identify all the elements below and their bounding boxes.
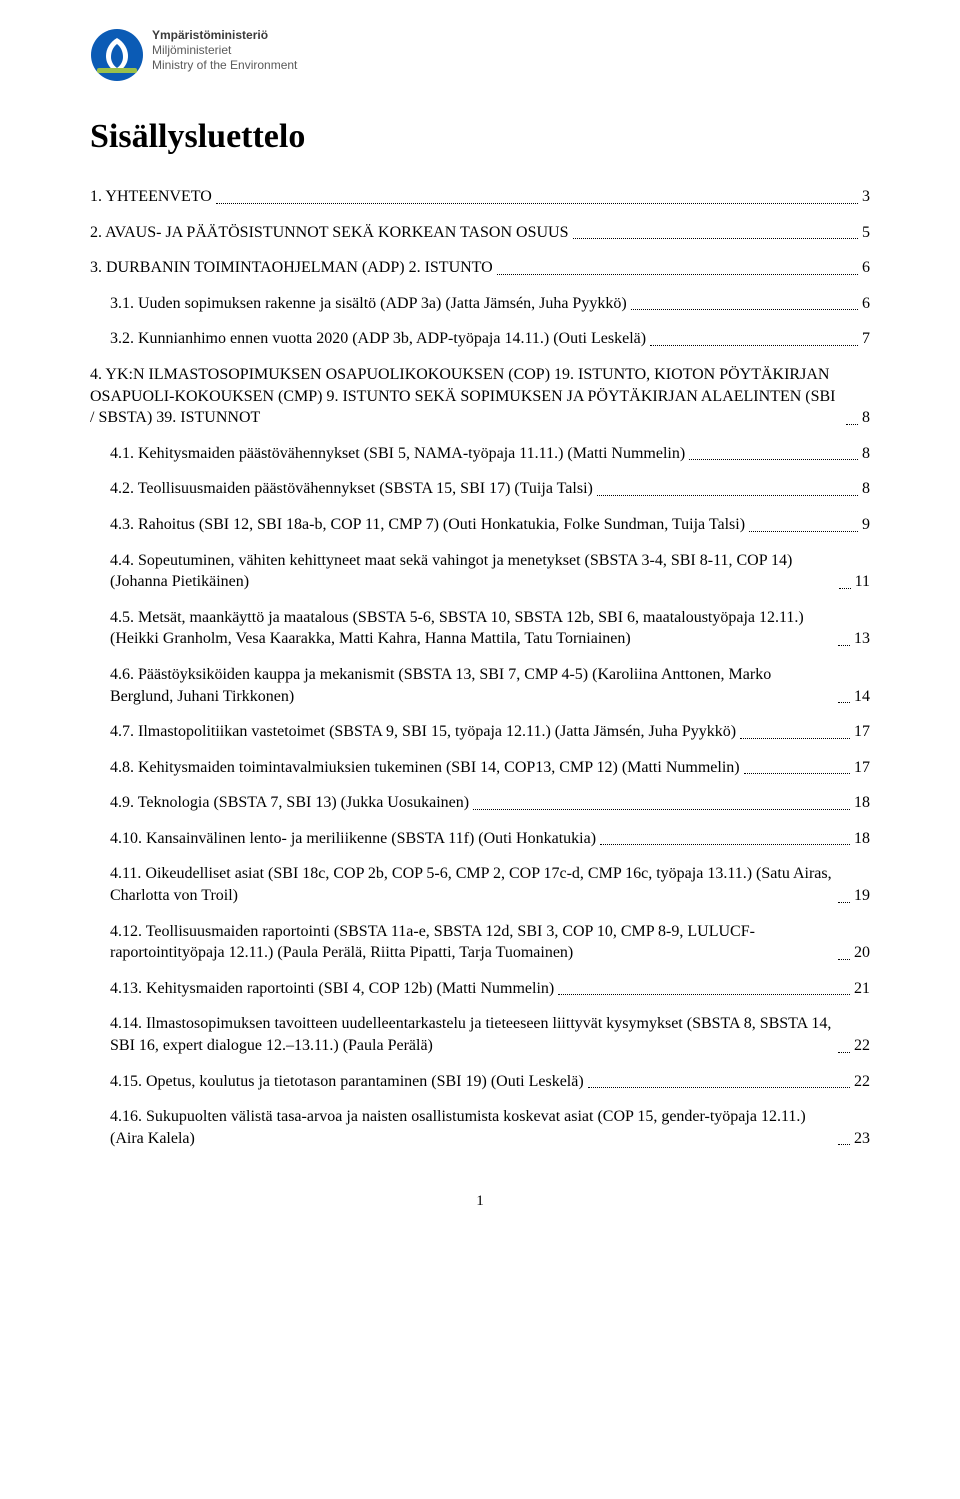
toc-entry[interactable]: 4.13. Kehitysmaiden raportointi (SBI 4, … [110,978,870,1000]
toc-entry-label: 4.16. Sukupuolten välistä tasa-arvoa ja … [110,1106,834,1149]
toc-entry-page: 22 [854,1035,870,1057]
toc-entry-label: 1. YHTEENVETO [90,186,212,208]
toc-entry[interactable]: 3.2. Kunnianhimo ennen vuotta 2020 (ADP … [110,328,870,350]
toc-entry-page: 6 [862,257,870,279]
toc-entry[interactable]: 4. YK:N ILMASTOSOPIMUKSEN OSAPUOLIKOKOUK… [90,364,870,429]
document-title: Sisällysluettelo [90,118,870,156]
toc-entry[interactable]: 3.1. Uuden sopimuksen rakenne ja sisältö… [110,293,870,315]
toc-leader-dots [631,309,858,310]
toc-leader-dots [846,424,858,425]
table-of-contents: 1. YHTEENVETO 3 2. AVAUS- JA PÄÄTÖSISTUNN… [90,186,870,1149]
toc-leader-dots [838,959,850,960]
toc-leader-dots [558,994,850,995]
ministry-logo-block: Ympäristöministeriö Miljöministeriet Min… [90,28,870,82]
toc-leader-dots [838,702,850,703]
toc-leader-dots [744,773,850,774]
toc-entry-page: 6 [862,293,870,315]
toc-entry-label: 4.2. Teollisuusmaiden päästövähennykset … [110,478,593,500]
toc-entry-label: 4.8. Kehitysmaiden toimintavalmiuksien t… [110,757,740,779]
toc-entry-page: 17 [854,757,870,779]
toc-leader-dots [689,459,858,460]
toc-entry[interactable]: 4.4. Sopeutuminen, vähiten kehittyneet m… [110,550,870,593]
toc-entry[interactable]: 4.1. Kehitysmaiden päästövähennykset (SB… [110,443,870,465]
toc-leader-dots [597,495,858,496]
toc-entry-label: 4.1. Kehitysmaiden päästövähennykset (SB… [110,443,685,465]
toc-entry[interactable]: 4.14. Ilmastosopimuksen tavoitteen uudel… [110,1013,870,1056]
toc-entry[interactable]: 4.3. Rahoitus (SBI 12, SBI 18a-b, COP 11… [110,514,870,536]
document-page: Ympäristöministeriö Miljöministeriet Min… [0,0,960,1250]
toc-entry-label: 4.12. Teollisuusmaiden raportointi (SBST… [110,921,834,964]
toc-leader-dots [749,531,858,532]
toc-entry-label: 3.2. Kunnianhimo ennen vuotta 2020 (ADP … [110,328,646,350]
ministry-name-fi: Ympäristöministeriö [152,28,297,43]
ministry-name-en: Ministry of the Environment [152,58,297,73]
toc-leader-dots [740,738,850,739]
toc-entry-page: 13 [854,628,870,650]
toc-leader-dots [838,1144,850,1145]
toc-entry-page: 14 [854,686,870,708]
page-number: 1 [90,1193,870,1210]
toc-leader-dots [588,1087,850,1088]
toc-entry-page: 5 [862,222,870,244]
toc-entry-page: 7 [862,328,870,350]
toc-entry[interactable]: 3. DURBANIN TOIMINTAOHJELMAN (ADP) 2. IS… [90,257,870,279]
toc-leader-dots [216,203,858,204]
toc-leader-dots [839,588,851,589]
toc-leader-dots [473,809,850,810]
toc-leader-dots [838,902,850,903]
toc-entry-label: 4.13. Kehitysmaiden raportointi (SBI 4, … [110,978,554,1000]
toc-entry-page: 18 [854,792,870,814]
ministry-name-sv: Miljöministeriet [152,43,297,58]
toc-entry[interactable]: 4.10. Kansainvälinen lento- ja meriliike… [110,828,870,850]
toc-entry-label: 4.14. Ilmastosopimuksen tavoitteen uudel… [110,1013,834,1056]
toc-entry-page: 23 [854,1128,870,1150]
toc-entry[interactable]: 2. AVAUS- JA PÄÄTÖSISTUNNOT SEKÄ KORKEAN… [90,222,870,244]
toc-entry-page: 21 [854,978,870,1000]
toc-entry[interactable]: 4.5. Metsät, maankäyttö ja maatalous (SB… [110,607,870,650]
toc-leader-dots [838,1052,850,1053]
toc-entry[interactable]: 4.2. Teollisuusmaiden päästövähennykset … [110,478,870,500]
toc-entry-label: 4.7. Ilmastopolitiikan vastetoimet (SBST… [110,721,736,743]
toc-entry-page: 9 [862,514,870,536]
toc-entry-page: 8 [862,407,870,429]
toc-entry[interactable]: 4.11. Oikeudelliset asiat (SBI 18c, COP … [110,863,870,906]
toc-entry[interactable]: 4.15. Opetus, koulutus ja tietotason par… [110,1071,870,1093]
toc-entry[interactable]: 4.9. Teknologia (SBSTA 7, SBI 13) (Jukka… [110,792,870,814]
toc-leader-dots [600,844,850,845]
toc-entry-label: 4.4. Sopeutuminen, vähiten kehittyneet m… [110,550,835,593]
toc-entry[interactable]: 4.6. Päästöyksiköiden kauppa ja mekanism… [110,664,870,707]
toc-entry-label: 4.10. Kansainvälinen lento- ja meriliike… [110,828,596,850]
toc-entry-label: 4.15. Opetus, koulutus ja tietotason par… [110,1071,584,1093]
toc-entry-label: 4.3. Rahoitus (SBI 12, SBI 18a-b, COP 11… [110,514,745,536]
toc-leader-dots [497,274,858,275]
toc-entry-page: 11 [855,571,870,593]
ministry-logo-text: Ympäristöministeriö Miljöministeriet Min… [152,28,297,73]
toc-entry-page: 3 [862,186,870,208]
toc-entry-label: 4.9. Teknologia (SBSTA 7, SBI 13) (Jukka… [110,792,469,814]
toc-leader-dots [573,238,859,239]
toc-entry-page: 18 [854,828,870,850]
toc-entry-page: 22 [854,1071,870,1093]
toc-entry-page: 8 [862,443,870,465]
toc-entry-label: 3.1. Uuden sopimuksen rakenne ja sisältö… [110,293,627,315]
toc-entry[interactable]: 4.16. Sukupuolten välistä tasa-arvoa ja … [110,1106,870,1149]
toc-entry-label: 4. YK:N ILMASTOSOPIMUKSEN OSAPUOLIKOKOUK… [90,364,842,429]
ministry-emblem-icon [90,28,144,82]
toc-entry-label: 4.11. Oikeudelliset asiat (SBI 18c, COP … [110,863,834,906]
toc-entry-page: 17 [854,721,870,743]
toc-entry-label: 2. AVAUS- JA PÄÄTÖSISTUNNOT SEKÄ KORKEAN… [90,222,569,244]
toc-entry-page: 19 [854,885,870,907]
toc-entry-page: 8 [862,478,870,500]
toc-leader-dots [650,345,858,346]
toc-entry[interactable]: 4.7. Ilmastopolitiikan vastetoimet (SBST… [110,721,870,743]
toc-leader-dots [838,645,850,646]
toc-entry-label: 4.6. Päästöyksiköiden kauppa ja mekanism… [110,664,834,707]
toc-entry-label: 4.5. Metsät, maankäyttö ja maatalous (SB… [110,607,834,650]
toc-entry-page: 20 [854,942,870,964]
toc-entry[interactable]: 4.8. Kehitysmaiden toimintavalmiuksien t… [110,757,870,779]
toc-entry[interactable]: 1. YHTEENVETO 3 [90,186,870,208]
toc-entry-label: 3. DURBANIN TOIMINTAOHJELMAN (ADP) 2. IS… [90,257,493,279]
toc-entry[interactable]: 4.12. Teollisuusmaiden raportointi (SBST… [110,921,870,964]
